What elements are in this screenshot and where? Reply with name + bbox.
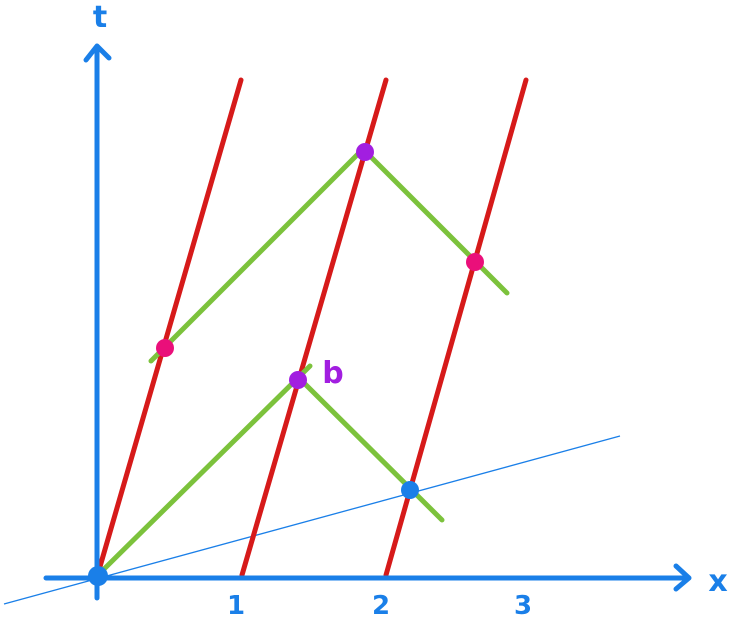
event-origin: [88, 566, 108, 586]
event-top: [356, 143, 374, 161]
tick-label-1: 1: [227, 591, 245, 620]
worldline-1: [239, 77, 389, 578]
tick-label-3: 3: [514, 591, 532, 620]
event-reflection-blue: [401, 481, 419, 499]
t-axis-label: t: [93, 0, 107, 35]
event-pink-right: [466, 253, 484, 271]
x-axis-label: x: [708, 564, 727, 599]
light-ray-upper-return: [363, 149, 510, 296]
worldline-2: [383, 77, 529, 578]
light-ray-upper: [148, 147, 365, 364]
event-pink-left: [156, 339, 174, 357]
event-b: [289, 371, 307, 389]
light-ray-lower-return: [297, 376, 445, 523]
worldline-origin: [94, 77, 244, 580]
light-ray-lower: [96, 363, 313, 577]
event-b-label: b: [322, 356, 343, 391]
t-axis-arrowhead: [83, 43, 112, 63]
x-axis-arrowhead: [673, 563, 692, 592]
tick-label-2: 2: [372, 591, 390, 620]
